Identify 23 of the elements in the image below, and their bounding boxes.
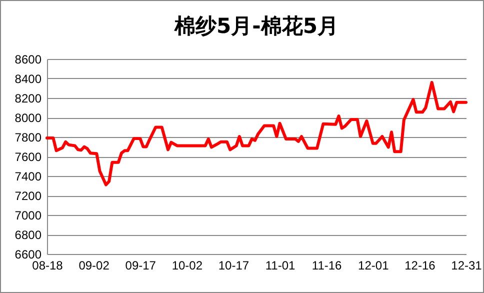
line-series	[46, 80, 468, 186]
x-tick-label: 11-16	[312, 258, 342, 272]
y-tick-label: 8000	[14, 111, 42, 125]
y-tick-label: 8200	[14, 92, 42, 106]
x-tick-label: 10-02	[172, 258, 203, 272]
x-tick-label: 09-17	[125, 258, 156, 272]
chart-title: 棉纱5月-棉花5月	[174, 14, 338, 38]
y-tick-label: 7800	[14, 130, 42, 144]
y-tick-label: 8600	[14, 52, 42, 66]
y-tick-label: 7600	[14, 150, 42, 164]
y-tick-label: 7400	[14, 170, 42, 184]
y-tick-label: 8400	[14, 72, 42, 86]
x-tick-label: 09-02	[78, 258, 110, 272]
y-tick-label: 6800	[14, 228, 42, 242]
x-tick-label: 12-01	[358, 258, 390, 272]
x-tick-label: 10-17	[218, 258, 250, 272]
x-tick-label: 12-16	[404, 258, 436, 272]
x-tick-label: 08-18	[32, 258, 64, 272]
x-tick-label: 11-01	[265, 258, 296, 272]
y-tick-label: 6600	[14, 248, 42, 262]
y-tick-label: 7200	[14, 189, 42, 203]
x-tick-label: 12-31	[451, 258, 482, 272]
y-tick-label: 7000	[14, 208, 42, 222]
